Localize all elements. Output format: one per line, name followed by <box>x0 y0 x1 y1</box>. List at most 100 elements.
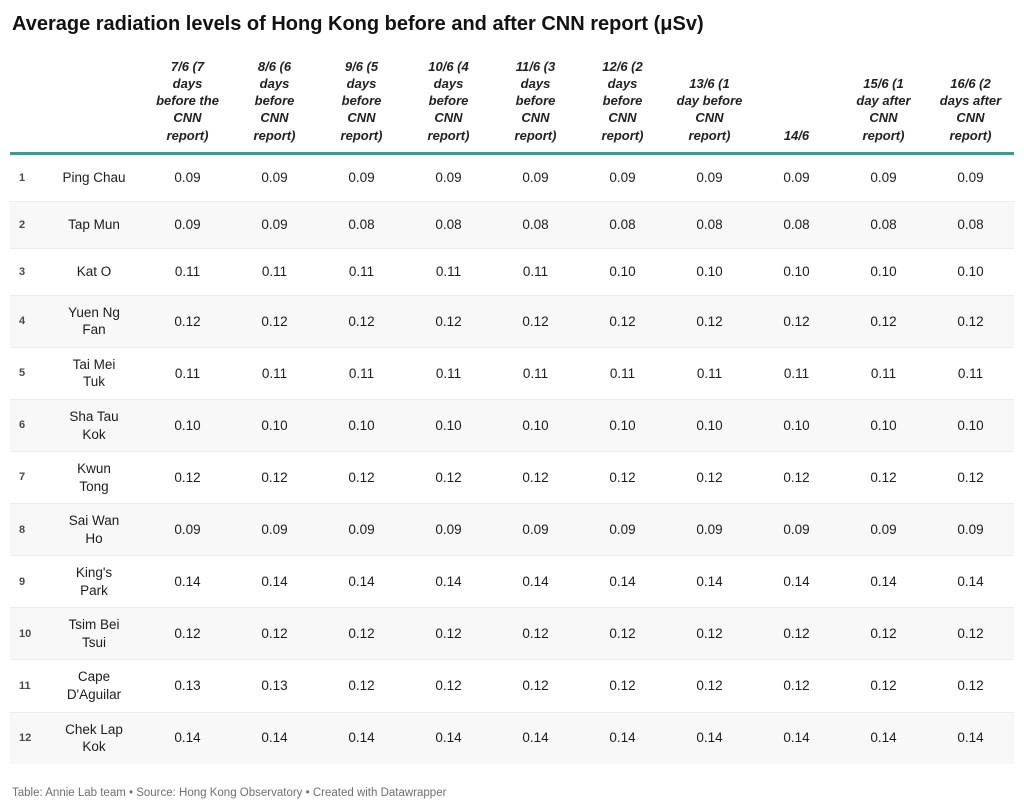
value-cell: 0.11 <box>174 365 201 381</box>
value-cell: 0.10 <box>609 417 636 433</box>
value-cell: 0.09 <box>870 170 897 185</box>
column-header-label: 8/6 (6 days before CNN report) <box>253 59 296 143</box>
value-cell: 0.12 <box>783 626 810 642</box>
value-cell: 0.12 <box>522 626 549 642</box>
value-cell: 0.14 <box>348 574 375 590</box>
column-header-label: 14/6 <box>783 127 810 143</box>
table-row: 1 Ping Chau 0.09 0.09 0.09 0.09 0.09 0.09 0.09 0.… <box>10 153 1014 201</box>
value-cell: 0.12 <box>957 469 984 485</box>
station-name: Kwun Tong <box>44 452 144 504</box>
value-cell: 0.12 <box>261 469 288 485</box>
value-cell: 0.12 <box>174 626 201 642</box>
value-cell: 0.12 <box>870 313 897 329</box>
value-cell: 0.14 <box>522 574 549 590</box>
station-name-label: Tap Mun <box>68 217 120 232</box>
table-header-row: 7/6 (7 days before the CNN report) 8/6 (6… <box>10 58 1014 155</box>
column-header-label: 16/6 (2 days after CNN report) <box>939 76 1002 143</box>
value-cell: 0.12 <box>609 313 636 329</box>
value-cell: 0.14 <box>609 730 636 746</box>
column-header-label: 13/6 (1 day before CNN report) <box>676 76 743 143</box>
value-cell: 0.09 <box>174 170 201 185</box>
value-cell: 0.12 <box>957 626 984 642</box>
value-cell: 0.12 <box>870 626 897 642</box>
table-row: 2 Tap Mun 0.09 0.09 0.08 0.08 0.08 0.08 0.08 0.08… <box>10 201 1014 249</box>
value-cell: 0.12 <box>261 313 288 329</box>
value-cell: 0.12 <box>696 626 723 642</box>
table-row: 8 Sai Wan Ho 0.09 0.09 0.09 0.09 0.09 0.09 0.09 0… <box>10 503 1014 556</box>
value-cell: 0.10 <box>957 264 984 279</box>
value-cell: 0.12 <box>696 469 723 485</box>
table-body: 1 Ping Chau 0.09 0.09 0.09 0.09 0.09 0.09 0.09 0.… <box>10 153 1014 764</box>
value-cell: 0.14 <box>696 574 723 590</box>
value-cell: 0.10 <box>870 264 897 279</box>
value-cell: 0.12 <box>696 678 723 694</box>
value-cell: 0.12 <box>522 678 549 694</box>
value-cell: 0.11 <box>435 365 462 381</box>
value-cell: 0.12 <box>870 678 897 694</box>
column-header-7: 13/6 (1 day before CNN report) <box>666 58 753 155</box>
value-cell: 0.09 <box>348 521 375 537</box>
row-number: 11 <box>19 679 31 692</box>
row-number: 7 <box>19 471 26 484</box>
row-number: 3 <box>19 265 26 278</box>
station-name: King's Park <box>44 556 144 608</box>
column-header-4: 10/6 (4 days before CNN report) <box>405 58 492 155</box>
value-cell: 0.09 <box>783 170 810 185</box>
column-header-2: 8/6 (6 days before CNN report) <box>231 58 318 155</box>
row-number: 8 <box>19 523 26 536</box>
value-cell: 0.12 <box>957 313 984 329</box>
value-cell: 0.09 <box>174 217 201 232</box>
column-header-9: 15/6 (1 day after CNN report) <box>840 58 927 155</box>
value-cell: 0.10 <box>174 417 201 433</box>
value-cell: 0.12 <box>435 678 462 694</box>
station-name-label: Kat O <box>76 264 112 279</box>
row-number: 4 <box>19 315 26 328</box>
value-cell: 0.12 <box>783 678 810 694</box>
value-cell: 0.08 <box>522 217 549 232</box>
value-cell: 0.10 <box>522 417 549 433</box>
column-header-1: 7/6 (7 days before the CNN report) <box>144 58 231 155</box>
value-cell: 0.12 <box>870 469 897 485</box>
value-cell: 0.12 <box>348 678 375 694</box>
station-name: Tsim Bei Tsui <box>44 608 144 660</box>
value-cell: 0.11 <box>348 365 375 381</box>
value-cell: 0.12 <box>174 313 201 329</box>
value-cell: 0.14 <box>957 574 984 590</box>
table-row: 3 Kat O 0.11 0.11 0.11 0.11 0.11 0.10 0.10 0.10 0.… <box>10 248 1014 295</box>
value-cell: 0.14 <box>783 730 810 746</box>
value-cell: 0.11 <box>174 264 201 279</box>
table-footer: Table: Annie Lab team • Source: Hong Kon… <box>12 786 447 799</box>
value-cell: 0.09 <box>609 170 636 185</box>
value-cell: 0.14 <box>348 730 375 746</box>
value-cell: 0.14 <box>174 574 201 590</box>
value-cell: 0.11 <box>696 365 723 381</box>
row-number: 12 <box>19 731 32 744</box>
value-cell: 0.12 <box>957 678 984 694</box>
table-row: 12 Chek Lap Kok 0.14 0.14 0.14 0.14 0.14 0.14 0.… <box>10 712 1014 764</box>
column-header-label: 15/6 (1 day after CNN report) <box>856 76 911 143</box>
value-cell: 0.11 <box>870 365 897 381</box>
value-cell: 0.11 <box>261 264 288 279</box>
value-cell: 0.10 <box>696 417 723 433</box>
station-name: Sha Tau Kok <box>44 399 144 451</box>
station-column-header <box>44 58 144 155</box>
station-name-label: Cape D'Aguilar <box>66 669 122 702</box>
column-header-label: 7/6 (7 days before the CNN report) <box>156 59 219 143</box>
row-number: 1 <box>19 171 26 184</box>
station-name-label: Tai Mei Tuk <box>72 356 116 390</box>
value-cell: 0.12 <box>609 469 636 485</box>
value-cell: 0.08 <box>870 217 897 232</box>
value-cell: 0.12 <box>435 469 462 485</box>
table-row: 5 Tai Mei Tuk 0.11 0.11 0.11 0.11 0.11 0.11 0.11… <box>10 347 1014 399</box>
value-cell: 0.11 <box>609 365 636 381</box>
value-cell: 0.09 <box>609 521 636 537</box>
row-number: 10 <box>19 627 32 640</box>
value-cell: 0.12 <box>174 469 201 485</box>
value-cell: 0.09 <box>174 521 201 537</box>
value-cell: 0.10 <box>609 264 636 279</box>
station-name: Tap Mun <box>44 201 144 248</box>
station-name: Cape D'Aguilar <box>44 660 144 712</box>
column-header-label: 10/6 (4 days before CNN report) <box>427 59 470 143</box>
value-cell: 0.11 <box>348 264 375 279</box>
